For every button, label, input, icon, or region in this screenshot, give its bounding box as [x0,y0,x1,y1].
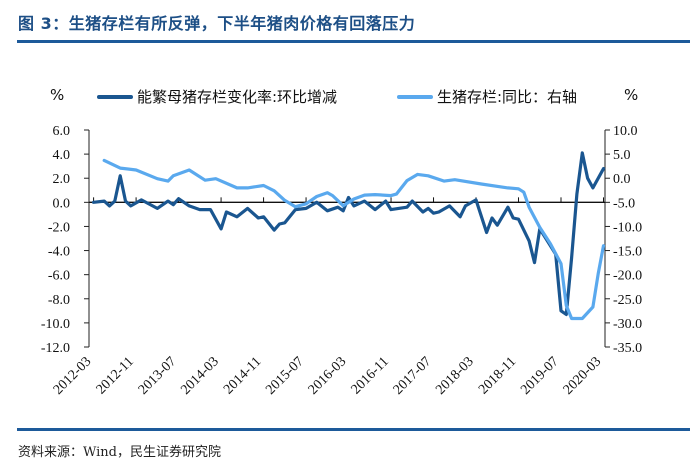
x-tick-label: 2015-07 [263,354,307,398]
right-tick-label: -30.0 [613,317,642,332]
figure-title: 图 3：生猪存栏有所反弹，下半年猪肉价格有回落压力 [18,14,416,33]
source-note: 资料来源：Wind，民生证券研究院 [18,445,221,460]
right-tick-label: 5.0 [613,148,631,163]
x-tick-label: 2012-03 [51,354,95,398]
x-tick-label: 2019-07 [518,354,562,398]
right-tick-label: -5.0 [613,196,635,211]
right-tick-label: 10.0 [613,124,638,139]
legend-swatch-series1 [97,95,133,99]
legend-swatch-series2 [397,95,433,99]
right-tick-label: -35.0 [613,341,642,356]
footer-rule [17,428,690,431]
x-tick-label: 2014-11 [221,354,264,397]
legend-label-series2: 生猪存栏:同比：右轴 [437,88,578,106]
x-tick-label: 2013-07 [136,354,180,398]
series-line-2 [102,158,606,321]
x-tick-label: 2016-03 [306,354,350,398]
x-tick-label: 2014-03 [178,354,222,398]
x-tick-label: 2018-11 [476,354,519,397]
right-tick-label: -15.0 [613,245,642,260]
right-tick-label: 0.0 [613,172,631,187]
x-tick-label: 2016-11 [349,354,392,397]
right-axis-unit: % [624,86,639,104]
series-line-1 [91,151,606,317]
left-tick-label: 6.0 [53,124,71,139]
right-tick-label: -20.0 [613,269,642,284]
x-tick-label: 2020-03 [561,354,605,398]
left-tick-label: -6.0 [48,269,70,284]
left-tick-label: 2.0 [53,172,71,187]
left-tick-label: 4.0 [53,148,71,163]
x-tick-label: 2012-11 [94,354,137,397]
left-tick-label: -8.0 [48,293,70,308]
legend: % 能繁母猪存栏变化率:环比增减 生猪存栏:同比：右轴 % [0,86,700,108]
left-tick-label: -4.0 [48,245,70,260]
x-tick-label: 2018-03 [433,354,477,398]
left-tick-label: -12.0 [41,341,70,356]
right-tick-label: -25.0 [613,293,642,308]
left-tick-label: -10.0 [41,317,70,332]
left-tick-label: -2.0 [48,220,70,235]
right-tick-label: -10.0 [613,220,642,235]
left-tick-label: 0.0 [53,196,71,211]
title-rule [17,40,690,43]
legend-label-series1: 能繁母猪存栏变化率:环比增减 [137,88,338,106]
x-tick-label: 2017-07 [391,354,435,398]
left-axis-unit: % [50,86,65,104]
